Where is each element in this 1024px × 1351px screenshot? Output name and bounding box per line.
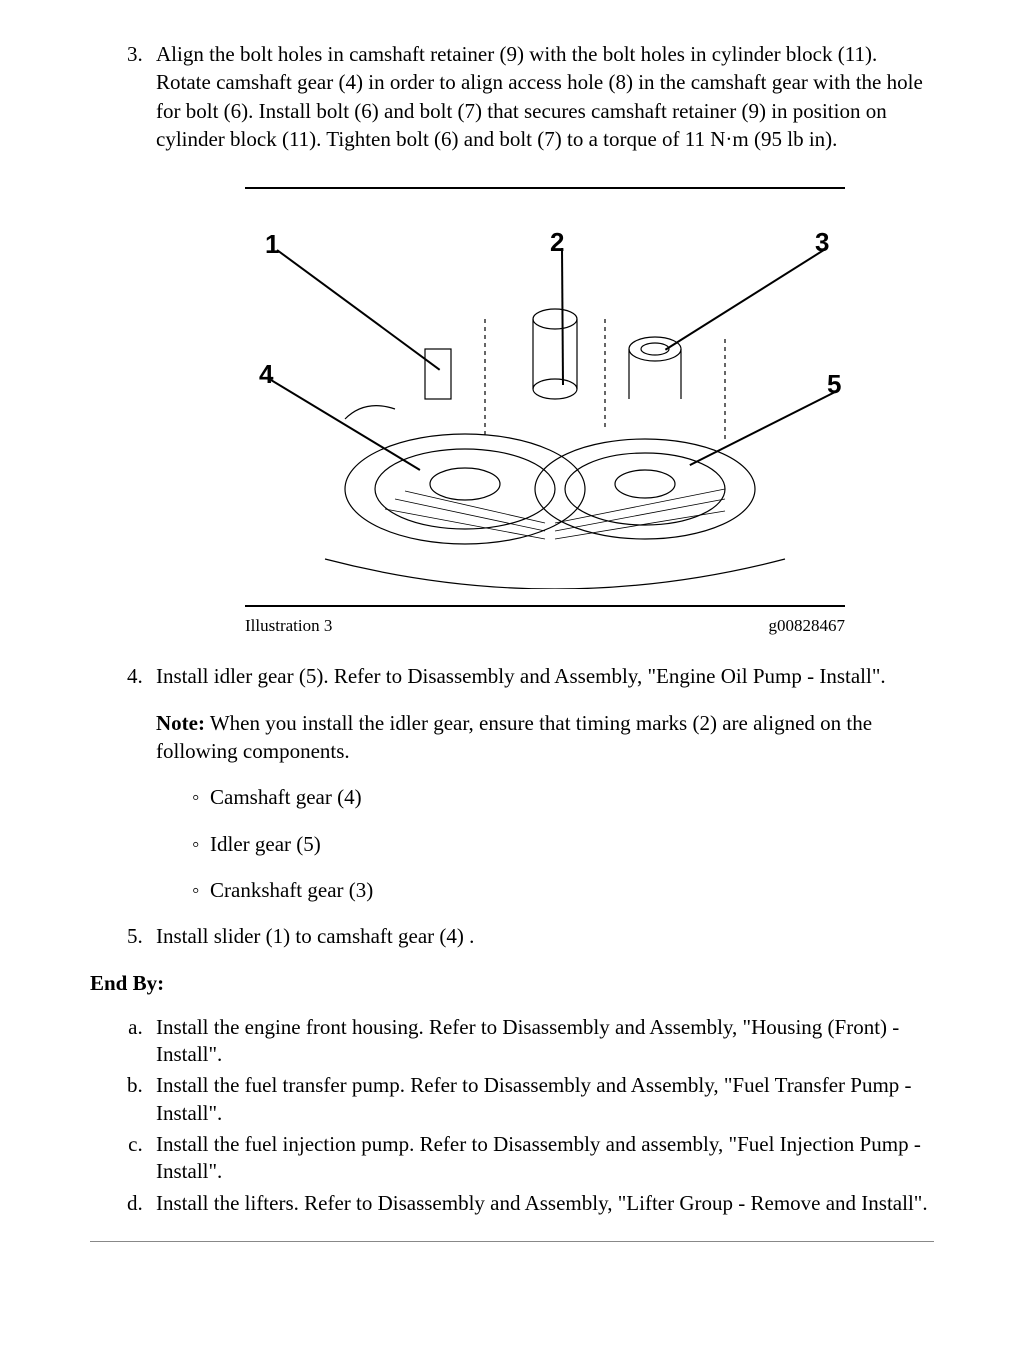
end-by-item: Install the lifters. Refer to Disassembl… [148, 1190, 934, 1217]
callout-1: 1 [265, 227, 279, 262]
figure-block: 1 2 3 4 5 Illustration 3 g00828467 [245, 187, 845, 638]
step-4-sublist: Camshaft gear (4) Idler gear (5) Cranksh… [156, 783, 934, 904]
figure-caption-row: Illustration 3 g00828467 [245, 615, 845, 638]
procedure-steps-list: Align the bolt holes in camshaft retaine… [90, 40, 934, 951]
end-by-heading: End By: [90, 971, 934, 996]
figure-caption-left: Illustration 3 [245, 615, 332, 638]
end-by-item-text: Install the engine front housing. Refer … [156, 1015, 899, 1066]
figure-caption-right: g00828467 [769, 615, 846, 638]
step-3: Align the bolt holes in camshaft retaine… [148, 40, 934, 638]
callout-5: 5 [827, 367, 841, 402]
sublist-item: Crankshaft gear (3) [192, 876, 934, 904]
sublist-item-text: Crankshaft gear (3) [210, 878, 373, 902]
end-by-item: Install the engine front housing. Refer … [148, 1014, 934, 1069]
callout-4: 4 [259, 357, 273, 392]
sublist-item-text: Camshaft gear (4) [210, 785, 362, 809]
step-4: Install idler gear (5). Refer to Disasse… [148, 662, 934, 904]
end-by-item-text: Install the fuel injection pump. Refer t… [156, 1132, 921, 1183]
end-by-item: Install the fuel transfer pump. Refer to… [148, 1072, 934, 1127]
figure-frame: 1 2 3 4 5 [245, 187, 845, 607]
sublist-item: Camshaft gear (4) [192, 783, 934, 811]
end-by-list: Install the engine front housing. Refer … [90, 1014, 934, 1217]
end-by-item-text: Install the lifters. Refer to Disassembl… [156, 1191, 928, 1215]
step-3-text: Align the bolt holes in camshaft retaine… [156, 42, 923, 151]
footer-divider [90, 1241, 934, 1242]
end-by-item: Install the fuel injection pump. Refer t… [148, 1131, 934, 1186]
document-page: Align the bolt holes in camshaft retaine… [0, 0, 1024, 1351]
step-4-note: Note: When you install the idler gear, e… [156, 709, 934, 766]
step-5-text: Install slider (1) to camshaft gear (4) … [156, 924, 474, 948]
step-4-text: Install idler gear (5). Refer to Disasse… [156, 664, 886, 688]
step-5: Install slider (1) to camshaft gear (4) … [148, 922, 934, 950]
note-label: Note: [156, 711, 205, 735]
end-by-item-text: Install the fuel transfer pump. Refer to… [156, 1073, 912, 1124]
note-text: When you install the idler gear, ensure … [156, 711, 872, 763]
sublist-item: Idler gear (5) [192, 830, 934, 858]
sublist-item-text: Idler gear (5) [210, 832, 321, 856]
